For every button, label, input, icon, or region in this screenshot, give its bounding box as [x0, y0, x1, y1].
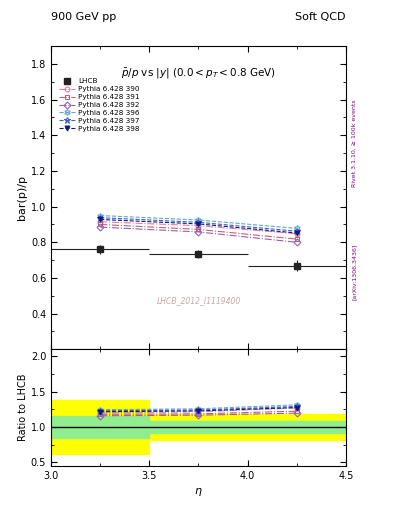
Text: LHCB_2012_I1119400: LHCB_2012_I1119400	[156, 296, 241, 305]
Text: Rivet 3.1.10, ≥ 100k events: Rivet 3.1.10, ≥ 100k events	[352, 99, 357, 187]
Legend: LHCB, Pythia 6.428 390, Pythia 6.428 391, Pythia 6.428 392, Pythia 6.428 396, Py: LHCB, Pythia 6.428 390, Pythia 6.428 391…	[58, 77, 141, 133]
Text: Soft QCD: Soft QCD	[296, 12, 346, 22]
Text: 900 GeV pp: 900 GeV pp	[51, 12, 116, 22]
Text: [arXiv:1306.3436]: [arXiv:1306.3436]	[352, 243, 357, 300]
Y-axis label: bar(p)/p: bar(p)/p	[17, 175, 27, 220]
Y-axis label: Ratio to LHCB: Ratio to LHCB	[18, 374, 28, 441]
Text: $\bar{p}/p$ vs $|y|$ $(0.0 < p_T < 0.8$ GeV$)$: $\bar{p}/p$ vs $|y|$ $(0.0 < p_T < 0.8$ …	[121, 67, 276, 81]
X-axis label: $\eta$: $\eta$	[194, 486, 203, 498]
